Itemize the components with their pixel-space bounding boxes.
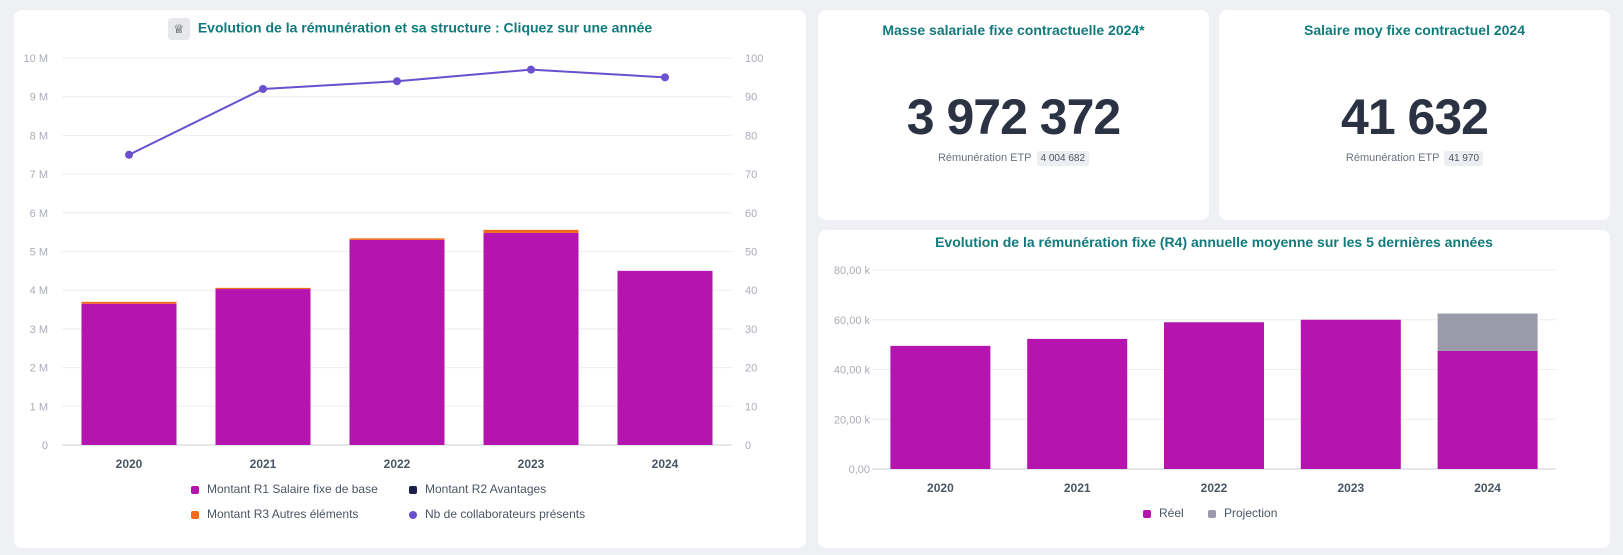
y-left-tick-label: 4 M	[30, 285, 48, 297]
legend-label-collab: Nb de collaborateurs présents	[425, 507, 586, 521]
y-right-tick-label: 90	[745, 92, 757, 104]
salaire-moyen-title: Salaire moy fixe contractuel 2024	[1304, 22, 1525, 38]
y-left-tick-label: 10 M	[24, 53, 48, 65]
salaire-moyen-sub: Rémunération ETP 41 970	[1219, 151, 1610, 166]
collaborateurs-point	[259, 84, 267, 93]
x-tick-label: 2024	[1474, 481, 1501, 495]
y-right-tick-label: 0	[745, 440, 751, 452]
x-tick-label: 2023	[1337, 481, 1364, 495]
bar-r1-2023	[483, 232, 579, 445]
y-right-tick-label: 70	[745, 169, 757, 181]
salaire-moyen-sub-value: 41 970	[1444, 151, 1484, 166]
legend-item-r2[interactable]: Montant R2 Avantages	[409, 482, 546, 496]
x-tick-label: 2023	[518, 457, 545, 471]
y-right-tick-label: 100	[745, 53, 763, 65]
y-right-tick-label: 10	[745, 401, 757, 413]
y-tick-label: 80,00 k	[834, 265, 871, 277]
y-tick-label: 20,00 k	[834, 414, 871, 426]
legend-label-projection: Projection	[1224, 506, 1278, 520]
salaire-moyen-card: Salaire moy fixe contractuel 2024 41 632…	[1219, 10, 1610, 220]
bar-reel-2023	[1300, 319, 1401, 469]
collaborateurs-point	[527, 65, 535, 74]
x-tick-label: 2021	[250, 457, 277, 471]
legend-swatch-r2	[409, 485, 417, 494]
bar-r1-2020	[81, 303, 177, 445]
legend-item-projection[interactable]: Projection	[1208, 506, 1277, 520]
y-right-tick-label: 60	[745, 208, 757, 220]
main-chart-card: ♕ Evolution de la rémunération et sa stru…	[14, 10, 806, 548]
x-tick-label: 2021	[1064, 481, 1091, 495]
y-left-tick-label: 8 M	[30, 130, 48, 142]
y-tick-label: 60,00 k	[834, 315, 871, 327]
bar-projection-2024	[1437, 313, 1538, 351]
collaborateurs-point	[661, 73, 669, 82]
masse-salariale-sub-label: Rémunération ETP	[937, 152, 1032, 164]
y-right-tick-label: 80	[745, 130, 757, 142]
r4-chart-svg[interactable]: 0,00 20,00 k 40,00 k 60,00 k 80,00 k 2020 2021…	[818, 230, 1610, 548]
y-left-tick-label: 9 M	[30, 92, 48, 104]
collaborateurs-point	[125, 150, 133, 159]
bar-r1-2024	[617, 270, 713, 445]
masse-salariale-sub: Rémunération ETP 4 004 682	[818, 151, 1209, 166]
legend-label-r1: Montant R1 Salaire fixe de base	[207, 482, 378, 496]
legend-swatch-r3	[191, 510, 199, 519]
bar-r3-2020	[81, 301, 177, 304]
bar-r1-2021	[215, 289, 311, 445]
salaire-moyen-sub-label: Rémunération ETP	[1345, 152, 1440, 164]
legend-item-reel[interactable]: Réel	[1143, 506, 1184, 520]
legend-swatch-r1	[191, 485, 199, 494]
y-right-tick-label: 20	[745, 363, 757, 375]
y-right-tick-label: 50	[745, 247, 757, 259]
y-right-tick-label: 30	[745, 324, 757, 336]
y-left-tick-label: 0	[42, 440, 48, 452]
y-tick-label: 0,00	[849, 464, 870, 476]
bar-r1-2022	[349, 239, 445, 445]
legend-item-collab[interactable]: Nb de collaborateurs présents	[409, 507, 585, 521]
salaire-moyen-value: 41 632	[1341, 89, 1489, 145]
y-left-tick-label: 2 M	[30, 363, 48, 375]
masse-salariale-title: Masse salariale fixe contractuelle 2024*	[882, 22, 1145, 38]
y-left-tick-label: 5 M	[30, 247, 48, 259]
x-tick-label: 2024	[652, 457, 679, 471]
collaborateurs-point	[393, 77, 401, 86]
bar-r3-2021	[215, 287, 311, 290]
y-left-tick-label: 3 M	[30, 324, 48, 336]
bar-r3-2023	[483, 229, 579, 233]
legend-label-reel: Réel	[1159, 506, 1184, 520]
legend-item-r3[interactable]: Montant R3 Autres éléments	[191, 507, 358, 521]
legend-item-r1[interactable]: Montant R1 Salaire fixe de base	[191, 482, 378, 496]
masse-salariale-card: Masse salariale fixe contractuelle 2024*…	[818, 10, 1209, 220]
bar-reel-2022	[1164, 322, 1264, 469]
legend-swatch-collab	[409, 510, 417, 519]
main-chart-title: Evolution de la rémunération et sa struc…	[197, 19, 653, 36]
main-chart-svg[interactable]: 0 1 M 2 M 3 M 4 M 5 M 6 M 7 M 8 M 9 M 10 M 0 10 20 30 4…	[14, 10, 806, 548]
masse-salariale-value: 3 972 372	[906, 89, 1121, 145]
crown-icon[interactable]: ♕	[167, 18, 190, 40]
y-tick-label: 40,00 k	[834, 365, 871, 377]
bar-r3-2022	[349, 238, 445, 240]
r4-chart-title: Evolution de la rémunération fixe (R4) a…	[935, 234, 1493, 250]
x-tick-label: 2022	[384, 457, 411, 471]
legend-label-r3: Montant R3 Autres éléments	[207, 507, 359, 521]
x-tick-label: 2020	[927, 481, 954, 495]
r4-chart-card: Evolution de la rémunération fixe (R4) a…	[818, 230, 1610, 548]
y-left-tick-label: 1 M	[30, 401, 48, 413]
bar-reel-2024	[1437, 350, 1538, 469]
y-left-tick-label: 6 M	[30, 208, 48, 220]
x-tick-label: 2022	[1201, 481, 1228, 495]
legend-label-r2: Montant R2 Avantages	[425, 482, 547, 496]
bar-reel-2021	[1027, 338, 1128, 469]
main-chart-title-row: ♕ Evolution de la rémunération et sa stru…	[14, 18, 806, 40]
masse-salariale-sub-value: 4 004 682	[1036, 151, 1090, 166]
x-tick-label: 2020	[116, 457, 143, 471]
bar-reel-2020	[890, 345, 991, 469]
legend-swatch-reel	[1143, 509, 1151, 518]
y-right-tick-label: 40	[745, 285, 757, 297]
legend-swatch-projection	[1208, 509, 1216, 518]
y-left-tick-label: 7 M	[30, 169, 48, 181]
